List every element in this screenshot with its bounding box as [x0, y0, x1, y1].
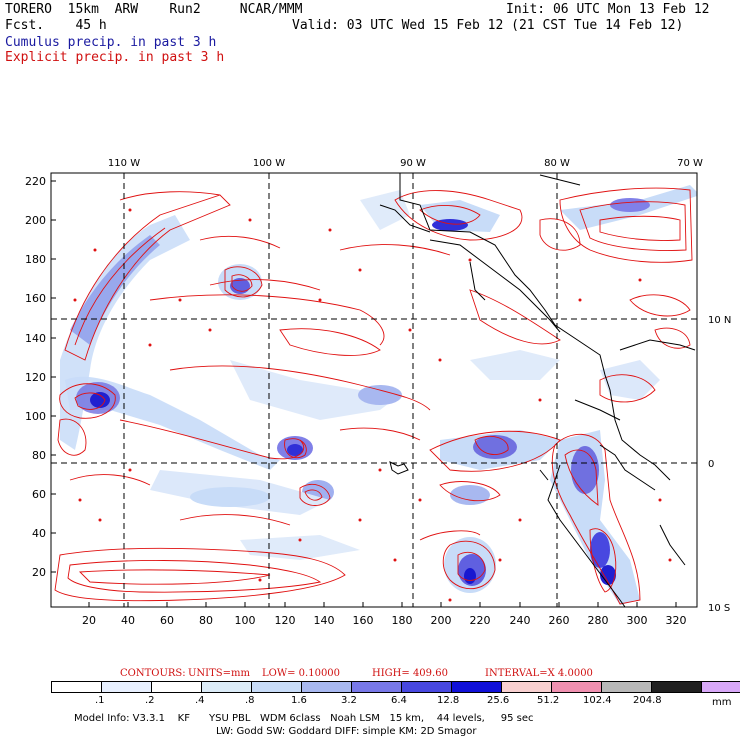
model-info: Model Info: V3.3.1 KF YSU PBL WDM 6class…	[74, 713, 534, 724]
cumulus-precip-shading	[60, 185, 697, 605]
colorbar-swatch	[51, 681, 102, 693]
colorbar-swatch	[501, 681, 552, 693]
lat-label-0: 0	[708, 459, 714, 470]
model-title: TORERO 15km ARW Run2 NCAR/MMM	[5, 2, 303, 17]
colorbar-swatch	[651, 681, 702, 693]
x-tick-label: 140	[314, 614, 335, 627]
x-tick-label: 40	[121, 614, 135, 627]
colorbar-swatch	[401, 681, 452, 693]
cumulus-precip-label: Cumulus precip. in past 3 h	[5, 35, 217, 50]
colorbar-label: 6.4	[391, 695, 407, 706]
lon-label-80w: 80 W	[544, 158, 570, 169]
y-tick-label: 220	[25, 175, 46, 188]
colorbar-unit: mm	[712, 697, 732, 708]
lat-label-10s: 10 S	[708, 603, 730, 614]
x-tick-label: 60	[160, 614, 174, 627]
colorbar-swatch	[701, 681, 740, 693]
x-tick-label: 260	[549, 614, 570, 627]
init-time: Init: 06 UTC Mon 13 Feb 12	[506, 2, 710, 17]
lon-label-70w: 70 W	[677, 158, 703, 169]
tick-marks	[51, 180, 677, 607]
interval-label: INTERVAL=X 4.0000	[485, 668, 593, 679]
colorbar-label: 25.6	[487, 695, 510, 706]
colorbar-swatch	[201, 681, 252, 693]
colorbar-swatch	[301, 681, 352, 693]
x-tick-label: 240	[510, 614, 531, 627]
colorbar-label: 51.2	[537, 695, 560, 706]
colorbar-label: .8	[245, 695, 255, 706]
lon-label-110w: 110 W	[108, 158, 140, 169]
low-label: LOW= 0.10000	[262, 668, 340, 679]
graticule	[51, 173, 697, 607]
x-tick-label: 120	[275, 614, 296, 627]
lat-label-10n: 10 N	[708, 315, 731, 326]
y-tick-label: 40	[32, 527, 46, 540]
x-tick-label: 80	[199, 614, 213, 627]
x-tick-label: 280	[588, 614, 609, 627]
map-frame	[50, 172, 698, 608]
physics-info: LW: Godd SW: Goddard DIFF: simple KM: 2D…	[216, 726, 477, 737]
y-tick-label: 60	[32, 488, 46, 501]
colorbar-swatch	[101, 681, 152, 693]
forecast-hour: Fcst. 45 h	[5, 18, 107, 33]
valid-time: Valid: 03 UTC Wed 15 Feb 12 (21 CST Tue …	[292, 18, 684, 33]
x-tick-label: 180	[392, 614, 413, 627]
y-tick-label: 180	[25, 253, 46, 266]
y-tick-label: 20	[32, 566, 46, 579]
colorbar-label: .1	[95, 695, 105, 706]
colorbar-swatch	[451, 681, 502, 693]
y-tick-label: 160	[25, 292, 46, 305]
y-tick-label: 140	[25, 332, 46, 345]
colorbar-label: 102.4	[583, 695, 612, 706]
colorbar-label: .4	[195, 695, 205, 706]
y-tick-label: 100	[25, 410, 46, 423]
colorbar-label: 204.8	[633, 695, 662, 706]
colorbar-swatch	[551, 681, 602, 693]
colorbar-label: 1.6	[291, 695, 307, 706]
x-tick-label: 20	[82, 614, 96, 627]
y-tick-label: 80	[32, 449, 46, 462]
colorbar-swatch	[351, 681, 402, 693]
units-label: UNITS=mm	[188, 668, 251, 679]
explicit-precip-label: Explicit precip. in past 3 h	[5, 50, 225, 65]
colorbar-swatch	[601, 681, 652, 693]
colorbar-label: 12.8	[437, 695, 460, 706]
x-tick-label: 100	[235, 614, 256, 627]
lon-label-100w: 100 W	[253, 158, 285, 169]
contours-label: CONTOURS:	[120, 668, 186, 679]
y-tick-label: 120	[25, 371, 46, 384]
x-tick-label: 320	[666, 614, 687, 627]
x-tick-label: 200	[431, 614, 452, 627]
colorbar-label: 3.2	[341, 695, 357, 706]
high-label: HIGH= 409.60	[372, 668, 448, 679]
x-tick-label: 300	[627, 614, 648, 627]
y-tick-label: 200	[25, 214, 46, 227]
explicit-precip-contours	[54, 187, 693, 605]
colorbar-swatch	[251, 681, 302, 693]
x-tick-label: 160	[353, 614, 374, 627]
colorbar-label: .2	[145, 695, 155, 706]
colorbar-swatch	[151, 681, 202, 693]
explicit-precip-speckle	[73, 208, 672, 602]
x-tick-label: 220	[470, 614, 491, 627]
lon-label-90w: 90 W	[400, 158, 426, 169]
coastlines	[379, 173, 696, 607]
